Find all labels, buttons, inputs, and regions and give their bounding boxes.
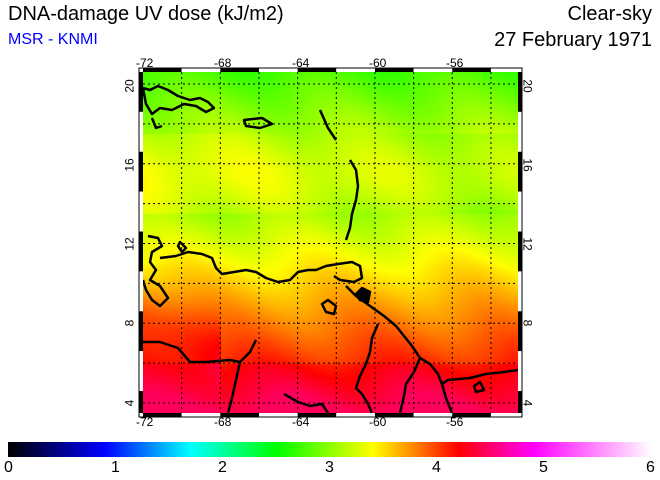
lon-label-bottom: -60 [369,415,387,429]
colorbar [8,442,652,457]
lat-label-left: 8 [122,319,137,327]
frame-segment [518,72,522,112]
frame-segment [139,151,143,192]
colorbar-label: 3 [325,459,334,476]
lon-label-top: -56 [446,56,464,70]
lat-label-right: 8 [520,319,535,327]
frame-segment [139,111,143,152]
coastlines [141,84,519,414]
frame-segment [139,72,143,112]
frame-segment [139,391,143,413]
frame-segment [413,413,453,417]
lon-label-top: -68 [214,56,232,70]
frame-segment [518,271,522,312]
frame-segment [220,68,259,72]
frame-segment [143,68,182,72]
lon-label-top: -72 [136,56,154,70]
frame-segment [518,191,522,232]
lat-label-left: 16 [122,158,137,172]
frame-segment [490,68,518,72]
frame-segment [143,413,182,417]
colorbar-label: 6 [646,459,655,476]
frame-segment [336,68,375,72]
frame-segment [181,68,221,72]
frame-segment [518,351,522,392]
lon-label-bottom: -56 [446,415,464,429]
frame-segment [139,351,143,392]
colorbar-label: 1 [111,459,120,476]
frame-segment [181,413,221,417]
frame-segment [139,191,143,232]
colorbar-label: 5 [539,459,548,476]
lon-label-bottom: -64 [292,415,310,429]
frame-segment [518,311,522,352]
lat-label-left: 4 [122,399,137,407]
frame-segment [297,413,337,417]
date-label: 27 February 1971 [494,29,652,51]
frame-segment [336,413,375,417]
frame-segment [220,413,259,417]
lon-label-bottom: -68 [214,415,232,429]
frame-segment [297,68,337,72]
frame-segment [139,311,143,352]
frame-segment [490,413,518,417]
lat-label-right: 16 [520,158,535,172]
colorbar-label: 2 [218,459,227,476]
frame-segment [452,68,491,72]
uv-dose-field [143,72,518,413]
frame-segment [518,111,522,152]
frame-segment [374,413,414,417]
lat-label-right: 20 [520,79,535,93]
colorbar-label: 4 [432,459,441,476]
lat-label-right: 4 [520,399,535,407]
frame-segment [452,413,491,417]
frame-segment [518,151,522,192]
lat-label-right: 12 [520,237,535,251]
lon-label-top: -60 [369,56,387,70]
frame-border [138,67,523,418]
frame-segment [139,271,143,312]
source-label: MSR - KNMI [8,31,98,48]
lon-label-top: -64 [292,56,310,70]
frame-segment [518,391,522,413]
map-frame [138,67,523,418]
lat-label-left: 20 [122,79,137,93]
lat-label-left: 12 [122,237,137,251]
frame-segment [413,68,453,72]
frame-segment [258,68,298,72]
frame-segment [258,413,298,417]
frame-segment [374,68,414,72]
frame-segment [518,231,522,272]
lon-label-bottom: -72 [136,415,154,429]
frame-segment [139,231,143,272]
sky-mode-label: Clear-sky [567,3,652,25]
map-title: DNA-damage UV dose (kJ/m2) [8,3,284,25]
colorbar-label: 0 [4,459,13,476]
